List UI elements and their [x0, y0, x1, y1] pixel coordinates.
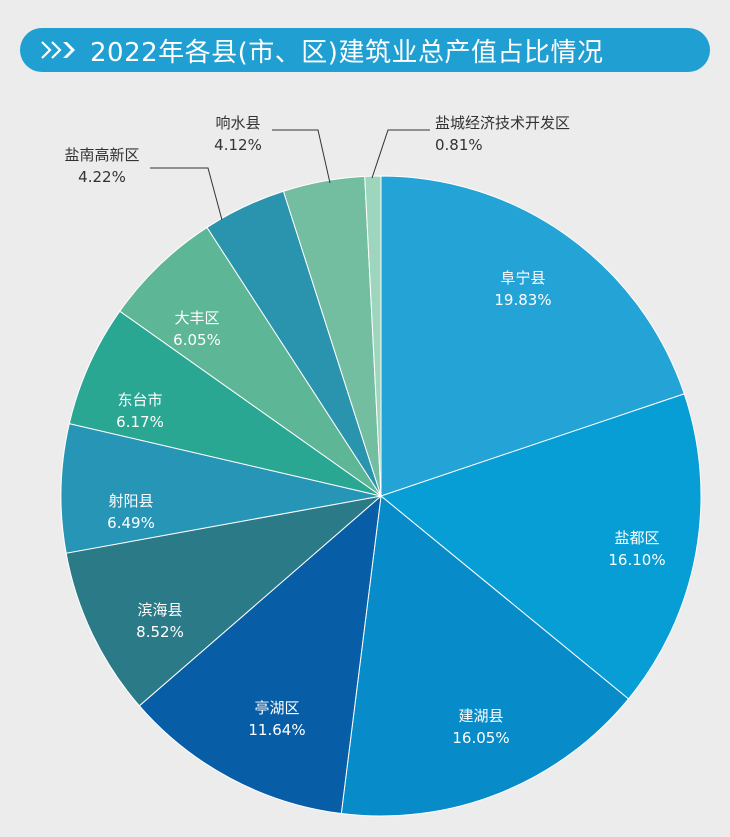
title-banner: 2022年各县(市、区)建筑业总产值占比情况 [20, 28, 710, 72]
callout-line [371, 129, 430, 179]
chart-title: 2022年各县(市、区)建筑业总产值占比情况 [90, 37, 604, 68]
slice-value-label: 4.22% [78, 168, 126, 186]
slice-name-label: 阜宁县 [500, 269, 545, 287]
pie-slices [60, 175, 702, 817]
slice-name-label: 建湖县 [458, 707, 503, 725]
slice-name-label: 东台市 [117, 391, 162, 409]
slice-value-label: 0.81% [435, 136, 483, 154]
pie-slice [340, 495, 630, 817]
slice-value-label: 6.17% [116, 413, 164, 431]
pie-slice [380, 175, 685, 497]
slice-name-label: 响水县 [215, 114, 260, 132]
slice-name-label: 盐都区 [614, 529, 659, 547]
callout-line [272, 129, 331, 184]
slice-value-label: 16.10% [608, 551, 665, 569]
slice-name-label: 盐城经济技术开发区 [435, 114, 570, 132]
pie-slice [65, 495, 383, 707]
pie-slice [379, 393, 702, 700]
double-chevron-right-icon [41, 41, 75, 59]
pie-slice [60, 423, 382, 554]
slice-name-label: 盐南高新区 [64, 146, 139, 164]
slice-name-label: 大丰区 [174, 309, 219, 327]
slice-value-label: 16.05% [452, 729, 509, 747]
slice-labels: 阜宁县 19.83% 盐都区 16.10% 建湖县 16.05% 亭湖区 11.64% 滨海县 8… [64, 114, 665, 747]
slice-value-label: 8.52% [136, 623, 184, 641]
slice-value-label: 19.83% [494, 291, 551, 309]
slice-name-label: 滨海县 [137, 601, 182, 619]
pie-slice [119, 226, 382, 497]
slice-value-label: 6.05% [173, 331, 221, 349]
slice-value-label: 4.12% [214, 136, 262, 154]
pie-slice [68, 310, 382, 497]
callout-lines [150, 129, 430, 221]
slice-value-label: 11.64% [248, 721, 305, 739]
slice-value-label: 6.49% [107, 514, 155, 532]
pie-slice [138, 494, 382, 815]
slice-name-label: 射阳县 [108, 492, 153, 510]
slice-name-label: 亭湖区 [254, 699, 299, 717]
callout-line [150, 167, 223, 221]
